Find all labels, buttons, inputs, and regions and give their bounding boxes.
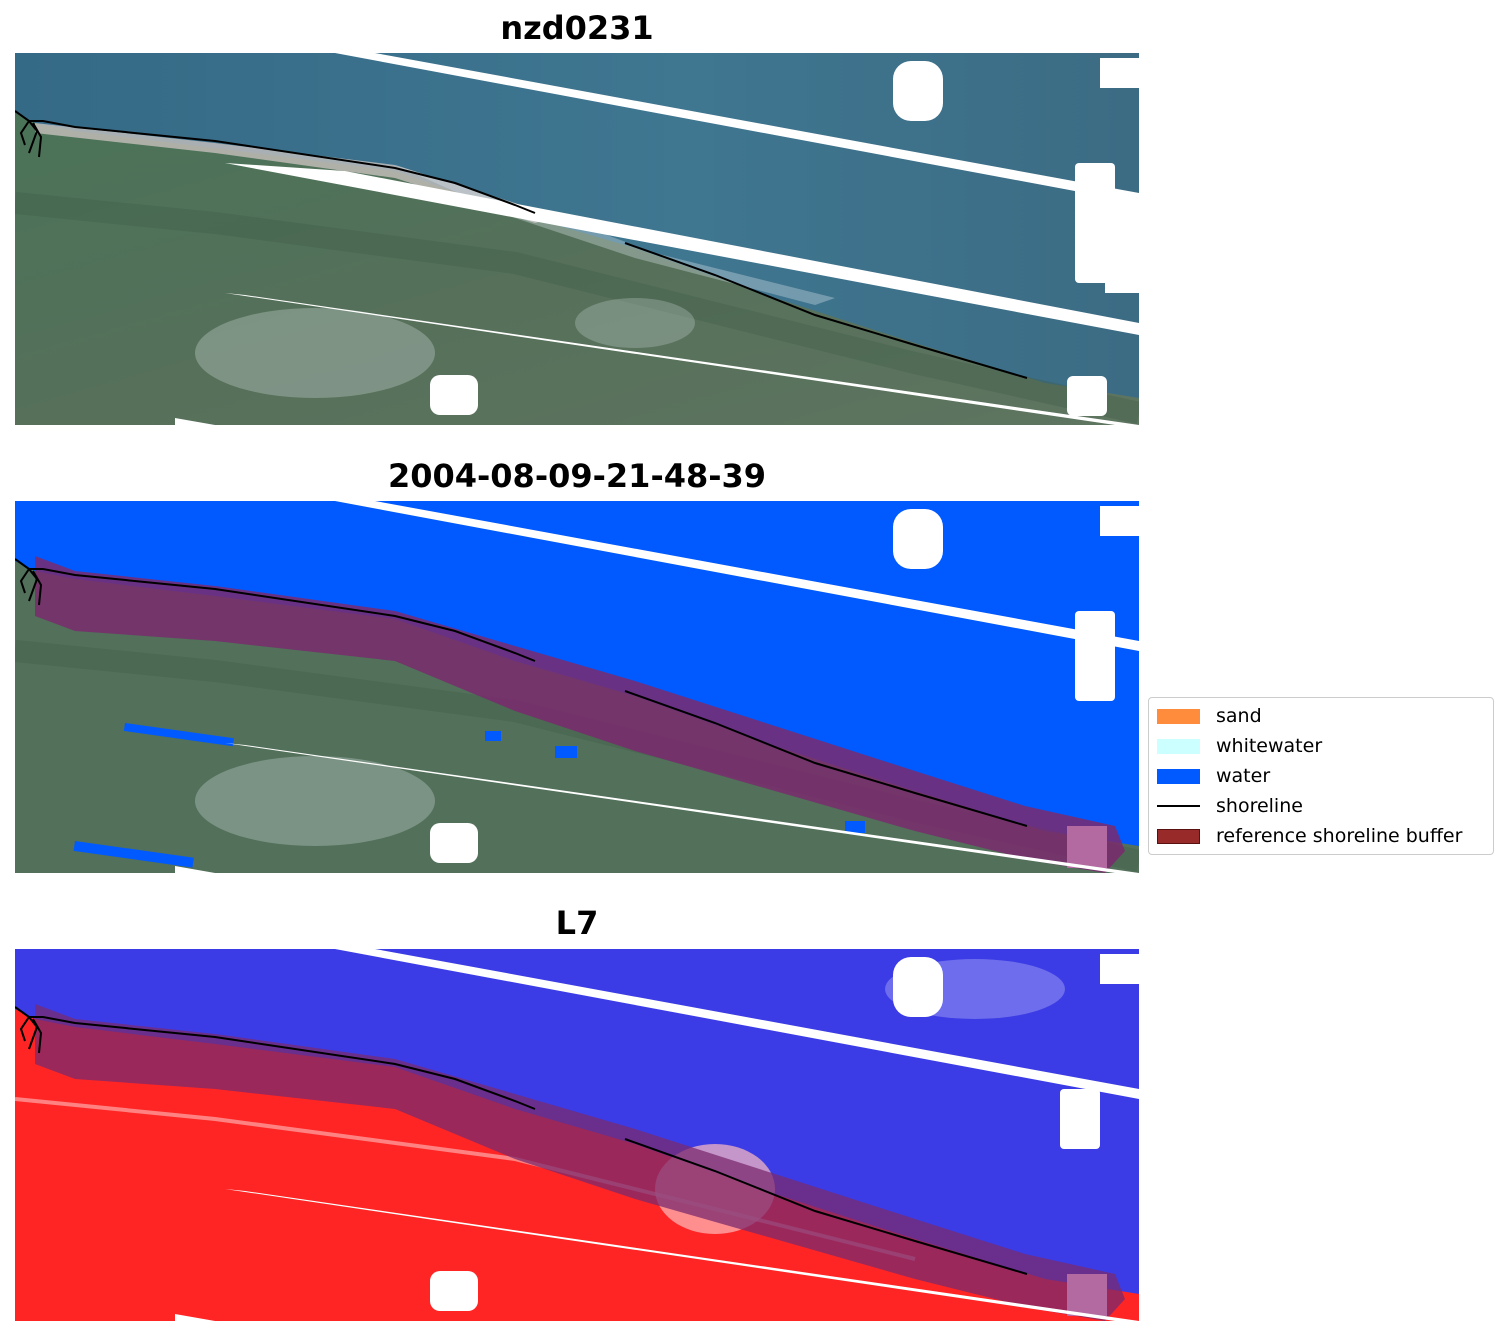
water-swatch — [1157, 768, 1200, 784]
legend-item-water: water — [1157, 765, 1270, 787]
land-area — [15, 113, 1139, 425]
whitewater-swatch — [1157, 738, 1200, 754]
shoreline-segment — [15, 1006, 536, 1110]
index-image-panel — [15, 949, 1139, 1321]
shoreline-branch — [19, 120, 43, 158]
shoreline-segment — [15, 110, 536, 214]
haze-patch — [575, 298, 695, 348]
shoreline-segment — [624, 1138, 1028, 1275]
legend-item-whitewater: whitewater — [1157, 735, 1322, 757]
rgb-image — [15, 53, 1139, 425]
beach-sand — [35, 123, 555, 223]
haze-patch — [195, 756, 435, 846]
shoreline-branch — [19, 1016, 43, 1054]
legend-label-whitewater: whitewater — [1216, 735, 1323, 757]
cloud-mask — [430, 506, 1139, 863]
legend-item-shoreline: shoreline — [1157, 795, 1303, 817]
buffer-end-cap — [1067, 1274, 1107, 1316]
legend-item-buffer: reference shoreline buffer — [1157, 825, 1462, 847]
legend-label-water: water — [1216, 765, 1271, 787]
haze-patch — [195, 308, 435, 398]
inland-channel — [15, 192, 1139, 424]
shoreline-segment — [15, 558, 536, 662]
panel-title-3: L7 — [555, 904, 599, 942]
panel-title-1: nzd0231 — [500, 9, 654, 47]
surf-zone — [395, 165, 835, 305]
shoreline-segment — [624, 242, 1028, 379]
cloud-mask — [430, 58, 1139, 416]
shoreline-branch — [19, 568, 43, 606]
scan-line-gaps — [175, 949, 1139, 1321]
legend: sand whitewater water shoreline referenc… — [1148, 697, 1494, 855]
classified-image — [15, 501, 1139, 873]
shoreline-segment — [624, 690, 1028, 827]
buffer-swatch — [1157, 828, 1200, 844]
legend-label-shoreline: shoreline — [1216, 795, 1303, 817]
water-class-patches — [73, 723, 865, 868]
panel-title-2: 2004-08-09-21-48-39 — [387, 457, 767, 495]
classified-image-panel — [15, 501, 1139, 873]
sand-swatch — [1157, 708, 1200, 724]
reference-shoreline-buffer — [35, 1004, 1125, 1321]
legend-item-sand: sand — [1157, 705, 1262, 727]
index-image — [15, 949, 1139, 1321]
shoreline-line-swatch — [1157, 805, 1200, 807]
buffer-end-cap — [1067, 826, 1107, 868]
rgb-image-panel — [15, 53, 1139, 425]
reference-shoreline-buffer — [35, 556, 1125, 873]
scan-line-gaps — [175, 53, 1139, 425]
legend-label-buffer: reference shoreline buffer — [1216, 825, 1463, 847]
legend-label-sand: sand — [1216, 705, 1262, 727]
cloud-mask — [430, 954, 1139, 1311]
scan-line-gaps — [175, 501, 1139, 873]
